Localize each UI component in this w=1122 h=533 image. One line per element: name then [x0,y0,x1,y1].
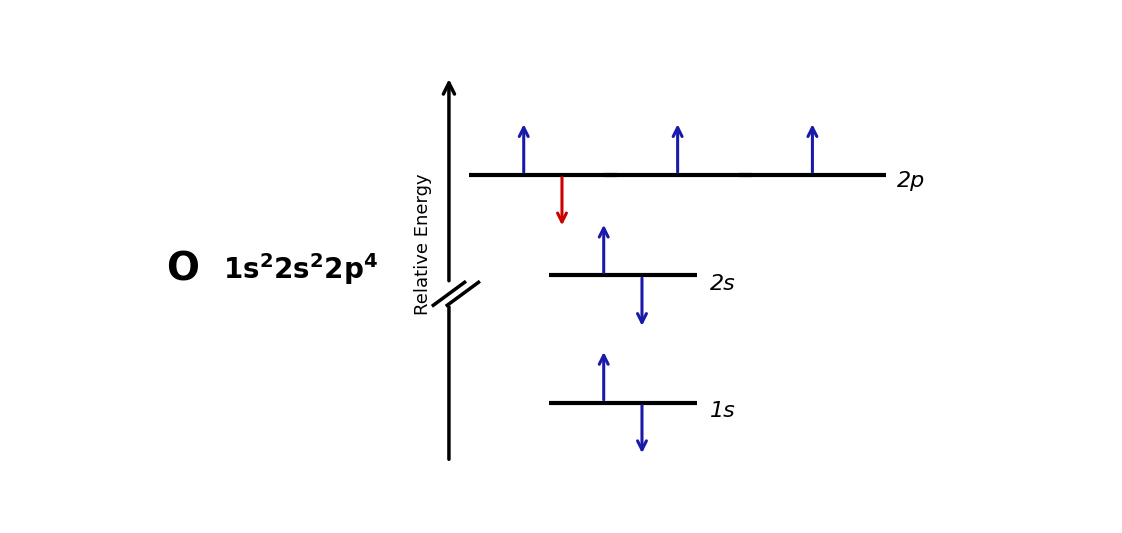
Text: $\mathbf{1s^{2}2s^{2}2p^{4}}$: $\mathbf{1s^{2}2s^{2}2p^{4}}$ [223,251,378,287]
Text: 1s: 1s [710,401,736,421]
Text: 2p: 2p [896,171,925,191]
Text: 2s: 2s [710,273,736,294]
Text: O: O [166,250,200,288]
Text: Relative Energy: Relative Energy [414,174,432,316]
